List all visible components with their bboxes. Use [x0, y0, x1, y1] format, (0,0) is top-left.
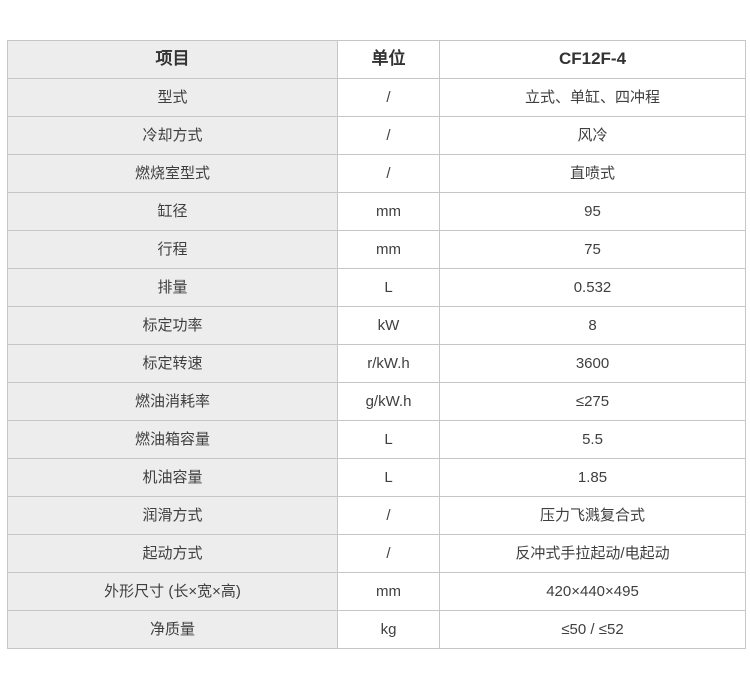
item-cell: 标定功率 — [7, 306, 338, 345]
unit-cell: g/kW.h — [337, 382, 440, 421]
header-unit: 单位 — [337, 40, 440, 79]
item-cell: 润滑方式 — [7, 496, 338, 535]
value-cell: ≤50 / ≤52 — [439, 610, 746, 649]
header-row: 项目 单位 CF12F-4 — [7, 40, 746, 79]
spec-table-body: 型式 / 立式、单缸、四冲程 冷却方式 / 风冷 燃烧室型式 / 直喷式 缸径 mm 95 行程 mm 75… — [7, 78, 746, 649]
unit-cell: mm — [337, 230, 440, 269]
item-cell: 排量 — [7, 268, 338, 307]
table-row: 行程 mm 75 — [7, 230, 746, 269]
table-row: 机油容量 L 1.85 — [7, 458, 746, 497]
table-row: 标定转速 r/kW.h 3600 — [7, 344, 746, 383]
table-row: 外形尺寸 (长×宽×高) mm 420×440×495 — [7, 572, 746, 611]
unit-cell: / — [337, 78, 440, 117]
item-cell: 缸径 — [7, 192, 338, 231]
item-cell: 冷却方式 — [7, 116, 338, 155]
item-cell: 燃油箱容量 — [7, 420, 338, 459]
unit-cell: kW — [337, 306, 440, 345]
unit-cell: mm — [337, 572, 440, 611]
value-cell: 0.532 — [439, 268, 746, 307]
unit-cell: / — [337, 496, 440, 535]
item-cell: 起动方式 — [7, 534, 338, 573]
unit-cell: mm — [337, 192, 440, 231]
table-row: 燃烧室型式 / 直喷式 — [7, 154, 746, 193]
spec-table-header: 项目 单位 CF12F-4 — [7, 40, 746, 79]
value-cell: 压力飞溅复合式 — [439, 496, 746, 535]
table-row: 燃油消耗率 g/kW.h ≤275 — [7, 382, 746, 421]
unit-cell: L — [337, 420, 440, 459]
item-cell: 燃油消耗率 — [7, 382, 338, 421]
unit-cell: L — [337, 268, 440, 307]
table-row: 型式 / 立式、单缸、四冲程 — [7, 78, 746, 117]
item-cell: 机油容量 — [7, 458, 338, 497]
header-item: 项目 — [7, 40, 338, 79]
table-row: 标定功率 kW 8 — [7, 306, 746, 345]
item-cell: 燃烧室型式 — [7, 154, 338, 193]
unit-cell: L — [337, 458, 440, 497]
table-row: 燃油箱容量 L 5.5 — [7, 420, 746, 459]
unit-cell: r/kW.h — [337, 344, 440, 383]
value-cell: 风冷 — [439, 116, 746, 155]
value-cell: 直喷式 — [439, 154, 746, 193]
item-cell: 行程 — [7, 230, 338, 269]
value-cell: 420×440×495 — [439, 572, 746, 611]
value-cell: 反冲式手拉起动/电起动 — [439, 534, 746, 573]
unit-cell: kg — [337, 610, 440, 649]
value-cell: 95 — [439, 192, 746, 231]
table-row: 缸径 mm 95 — [7, 192, 746, 231]
unit-cell: / — [337, 116, 440, 155]
spec-table: 项目 单位 CF12F-4 型式 / 立式、单缸、四冲程 冷却方式 / 风冷 燃烧室型式 / 直… — [7, 40, 746, 649]
table-row: 起动方式 / 反冲式手拉起动/电起动 — [7, 534, 746, 573]
header-model: CF12F-4 — [439, 40, 746, 79]
item-cell: 标定转速 — [7, 344, 338, 383]
item-cell: 外形尺寸 (长×宽×高) — [7, 572, 338, 611]
value-cell: 3600 — [439, 344, 746, 383]
item-cell: 净质量 — [7, 610, 338, 649]
value-cell: 75 — [439, 230, 746, 269]
table-row: 冷却方式 / 风冷 — [7, 116, 746, 155]
unit-cell: / — [337, 154, 440, 193]
value-cell: 立式、单缸、四冲程 — [439, 78, 746, 117]
value-cell: 8 — [439, 306, 746, 345]
table-row: 润滑方式 / 压力飞溅复合式 — [7, 496, 746, 535]
table-row: 净质量 kg ≤50 / ≤52 — [7, 610, 746, 649]
value-cell: ≤275 — [439, 382, 746, 421]
value-cell: 5.5 — [439, 420, 746, 459]
table-row: 排量 L 0.532 — [7, 268, 746, 307]
unit-cell: / — [337, 534, 440, 573]
value-cell: 1.85 — [439, 458, 746, 497]
item-cell: 型式 — [7, 78, 338, 117]
